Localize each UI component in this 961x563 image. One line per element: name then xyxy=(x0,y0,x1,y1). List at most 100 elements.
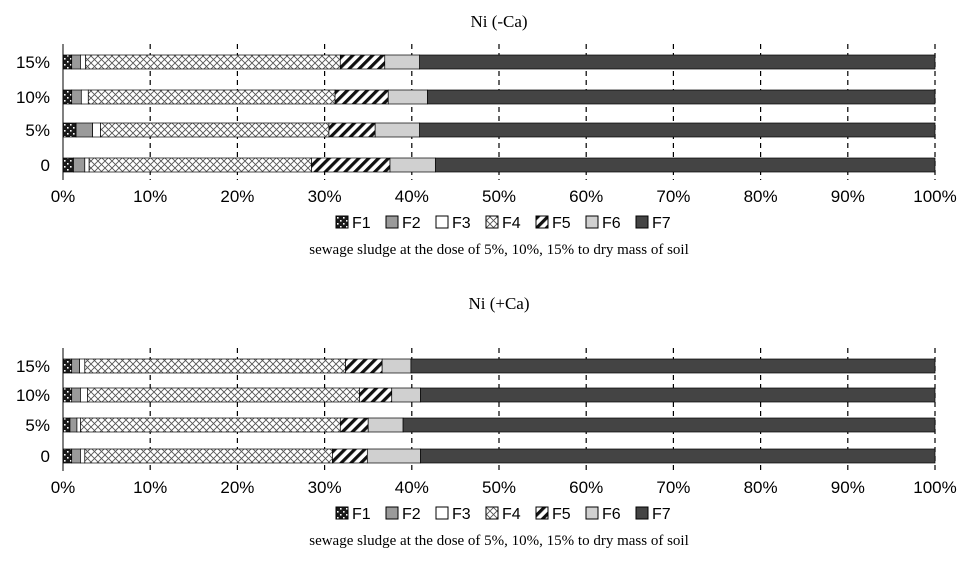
bar-segment-f1 xyxy=(62,122,77,138)
bar-segment-f1 xyxy=(62,89,73,105)
bar-segment-f7 xyxy=(419,122,936,138)
bar-segment-f3 xyxy=(80,448,86,464)
legend-swatch-f3 xyxy=(435,215,449,229)
bar-segment-f2 xyxy=(71,89,82,105)
bar-segment-f6 xyxy=(366,448,421,464)
legend-label: F2 xyxy=(402,506,421,523)
chart-panel-2: Ni (+Ca) 0 5% 10% 15% 0% 10% 20% 30% 40% 50% 60% 70%… xyxy=(16,294,957,549)
bar-segment-f5 xyxy=(311,157,391,173)
bar-segment-f5 xyxy=(359,387,393,403)
bar-segment-f5 xyxy=(334,89,389,105)
bar-segment-f5 xyxy=(328,122,376,138)
bar-segment-f4 xyxy=(88,157,312,173)
bar-segment-f1 xyxy=(62,358,73,374)
bar-segment-f2 xyxy=(71,387,81,403)
legend-label: F4 xyxy=(502,506,521,523)
x-tick-label: 0% xyxy=(51,187,76,206)
bar-segment-f7 xyxy=(434,157,936,173)
legend-swatch-f6 xyxy=(585,215,599,229)
bar-segment-f3 xyxy=(84,157,90,173)
legend-label: F6 xyxy=(602,506,621,523)
bar-segment-f6 xyxy=(389,157,436,173)
x-tick-label: 90% xyxy=(831,478,865,497)
y-tick-label: 15% xyxy=(16,357,50,376)
x-tick-label: 50% xyxy=(482,478,516,497)
bar-segment-f6 xyxy=(384,54,420,70)
bar-segment-f6 xyxy=(391,387,421,403)
legend-swatch-f5 xyxy=(535,506,549,520)
chart-title: Ni (+Ca) xyxy=(468,294,529,313)
legend-label: F3 xyxy=(452,506,471,523)
legend-swatch-f1 xyxy=(335,506,349,520)
bar-segment-f7 xyxy=(420,448,936,464)
legend-label: F1 xyxy=(352,506,371,523)
x-tick-label: 30% xyxy=(308,187,342,206)
bar-segment-f5 xyxy=(332,448,368,464)
bar-segment-f4 xyxy=(84,358,346,374)
legend-label: F7 xyxy=(652,506,671,523)
bar-segment-f2 xyxy=(69,417,78,433)
bar-segment-f6 xyxy=(381,358,412,374)
legend-swatch-f2 xyxy=(385,215,399,229)
legend-label: F7 xyxy=(652,215,671,232)
bar-segment-f4 xyxy=(84,448,333,464)
bar-segment-f6 xyxy=(367,417,404,433)
bar-segment-f4 xyxy=(87,89,336,105)
x-tick-label: 100% xyxy=(913,187,956,206)
bar-segment-f7 xyxy=(410,358,936,374)
legend-label: F5 xyxy=(552,506,571,523)
x-tick-label: 50% xyxy=(482,187,516,206)
legend-swatch-f5 xyxy=(535,215,549,229)
legend-swatch-f1 xyxy=(335,215,349,229)
legend-label: F5 xyxy=(552,215,571,232)
legend-label: F6 xyxy=(602,215,621,232)
bar-segment-f3 xyxy=(79,358,86,374)
y-tick-label: 0 xyxy=(41,447,50,466)
bar-segment-f3 xyxy=(92,122,101,138)
x-tick-label: 20% xyxy=(220,478,254,497)
x-axis-label: sewage sludge at the dose of 5%, 10%, 15… xyxy=(309,242,689,258)
bar-segment-f6 xyxy=(374,122,420,138)
bar-segment-f3 xyxy=(80,54,87,70)
x-tick-label: 40% xyxy=(395,478,429,497)
legend-swatch-f4 xyxy=(485,506,499,520)
x-tick-label: 10% xyxy=(133,187,167,206)
bar-segment-f3 xyxy=(80,387,88,403)
x-tick-label: 80% xyxy=(744,478,778,497)
legend: F1 F2 F3 F4 F5 F6 F7 xyxy=(335,215,671,232)
x-axis-label: sewage sludge at the dose of 5%, 10%, 15… xyxy=(309,533,689,549)
x-tick-label: 90% xyxy=(831,187,865,206)
x-tick-label: 70% xyxy=(656,478,690,497)
x-tick-label: 10% xyxy=(133,478,167,497)
legend-swatch-f7 xyxy=(635,506,649,520)
legend-label: F4 xyxy=(502,215,521,232)
bar-segment-f2 xyxy=(73,157,86,173)
bar-segment-f4 xyxy=(80,417,341,433)
bar-segment-f3 xyxy=(80,89,89,105)
bar-segment-f7 xyxy=(420,387,936,403)
legend-label: F1 xyxy=(352,215,371,232)
bar-segment-f7 xyxy=(427,89,936,105)
x-tick-label: 60% xyxy=(569,187,603,206)
bar-segment-f2 xyxy=(75,122,93,138)
bar-segment-f1 xyxy=(62,387,73,403)
x-tick-label: 30% xyxy=(308,478,342,497)
bar-segment-f1 xyxy=(62,157,74,173)
bar-segment-f1 xyxy=(62,54,73,70)
legend-swatch-f3 xyxy=(435,506,449,520)
y-tick-label: 5% xyxy=(25,121,50,140)
bar-segment-f2 xyxy=(71,54,81,70)
x-tick-label: 70% xyxy=(656,187,690,206)
legend-swatch-f7 xyxy=(635,215,649,229)
x-tick-label: 0% xyxy=(51,478,76,497)
x-tick-label: 40% xyxy=(395,187,429,206)
bar-segment-f6 xyxy=(387,89,428,105)
bar-segment-f3 xyxy=(76,417,81,433)
y-tick-label: 10% xyxy=(16,88,50,107)
bar-segment-f2 xyxy=(71,358,80,374)
x-tick-label: 20% xyxy=(220,187,254,206)
bar-segment-f1 xyxy=(62,417,71,433)
bar-segment-f1 xyxy=(62,448,73,464)
x-tick-label: 100% xyxy=(913,478,956,497)
